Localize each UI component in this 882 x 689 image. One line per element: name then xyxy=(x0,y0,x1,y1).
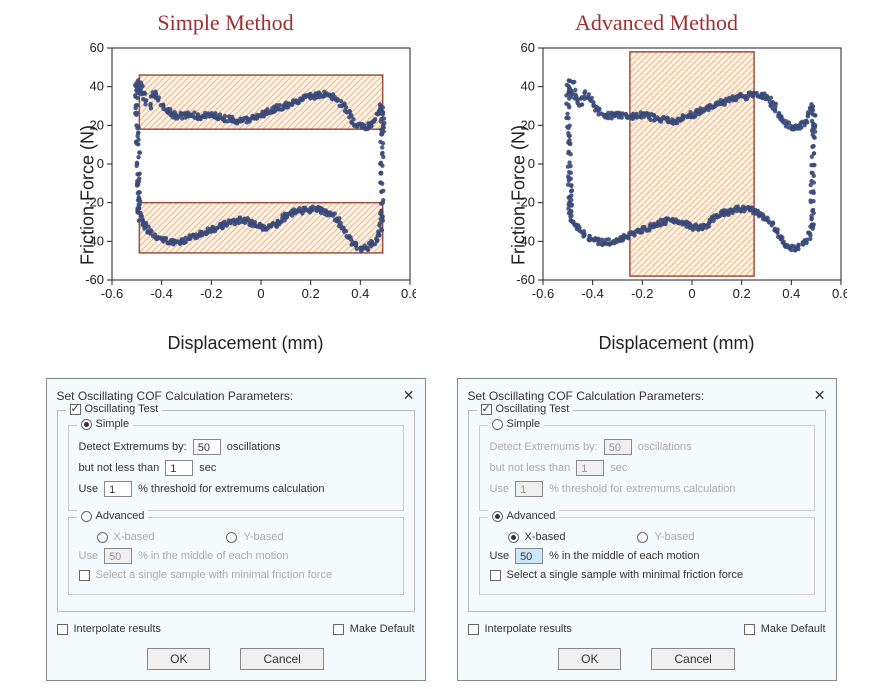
left-panel: Simple Method Friction Force (N) Displac… xyxy=(20,10,431,350)
svg-text:-0.6: -0.6 xyxy=(531,286,553,301)
single-sample-checkbox[interactable] xyxy=(490,570,501,581)
makedefault-checkbox[interactable] xyxy=(744,624,755,635)
interpolate-checkbox[interactable] xyxy=(468,624,479,635)
right-dialog: Set Oscillating COF Calculation Paramete… xyxy=(457,378,837,681)
svg-text:60: 60 xyxy=(520,40,534,55)
svg-text:60: 60 xyxy=(89,40,103,55)
oscillating-group: Oscillating Test Simple Detect Extremums… xyxy=(57,410,415,612)
ok-button[interactable]: OK xyxy=(558,648,621,670)
svg-text:0.4: 0.4 xyxy=(782,286,800,301)
xbased-radio[interactable] xyxy=(97,532,108,543)
middle-input[interactable]: 50 xyxy=(515,548,543,564)
svg-text:-0.4: -0.4 xyxy=(581,286,603,301)
oscillating-checkbox[interactable] xyxy=(70,404,81,415)
svg-text:0.6: 0.6 xyxy=(400,286,415,301)
svg-text:20: 20 xyxy=(520,117,534,132)
svg-text:0.6: 0.6 xyxy=(831,286,846,301)
svg-text:-40: -40 xyxy=(516,233,535,248)
svg-text:-20: -20 xyxy=(85,195,104,210)
notless-input[interactable]: 1 xyxy=(165,460,193,476)
detect-input: 50 xyxy=(604,439,632,455)
dialog-title: Set Oscillating COF Calculation Paramete… xyxy=(57,389,294,403)
makedefault-checkbox[interactable] xyxy=(333,624,344,635)
xlabel: Displacement (mm) xyxy=(598,333,754,354)
svg-text:-0.6: -0.6 xyxy=(100,286,122,301)
right-chart: Friction Force (N) Displacement (mm) -0.… xyxy=(457,40,857,350)
svg-text:0.2: 0.2 xyxy=(732,286,750,301)
simple-radio[interactable] xyxy=(492,419,503,430)
svg-text:-40: -40 xyxy=(85,233,104,248)
ybased-radio[interactable] xyxy=(226,532,237,543)
svg-text:-0.2: -0.2 xyxy=(200,286,222,301)
ybased-radio[interactable] xyxy=(637,532,648,543)
single-sample-checkbox xyxy=(79,570,90,581)
detect-input[interactable]: 50 xyxy=(193,439,221,455)
middle-input: 50 xyxy=(104,548,132,564)
close-icon[interactable]: ✕ xyxy=(403,387,415,404)
simple-radio[interactable] xyxy=(81,419,92,430)
simple-subgroup: Simple Detect Extremums by: 50 oscillati… xyxy=(68,425,404,511)
advanced-subgroup: Advanced X-based Y-based Use 50 % in the… xyxy=(68,517,404,595)
svg-text:0.4: 0.4 xyxy=(351,286,369,301)
svg-text:0: 0 xyxy=(527,156,534,171)
right-panel: Advanced Method Friction Force (N) Displ… xyxy=(451,10,862,350)
svg-text:0: 0 xyxy=(257,286,264,301)
cancel-button[interactable]: Cancel xyxy=(240,648,323,670)
left-chart: Friction Force (N) Displacement (mm) -0.… xyxy=(26,40,426,350)
svg-text:-60: -60 xyxy=(85,272,104,287)
cancel-button[interactable]: Cancel xyxy=(651,648,734,670)
interpolate-checkbox[interactable] xyxy=(57,624,68,635)
advanced-subgroup: Advanced X-based Y-based Use 50 % in the… xyxy=(479,517,815,595)
left-title: Simple Method xyxy=(157,10,293,36)
svg-text:-20: -20 xyxy=(516,195,535,210)
svg-text:40: 40 xyxy=(89,79,103,94)
advanced-radio[interactable] xyxy=(81,511,92,522)
svg-text:0: 0 xyxy=(96,156,103,171)
left-dialog: Set Oscillating COF Calculation Paramete… xyxy=(46,378,426,681)
svg-text:-60: -60 xyxy=(516,272,535,287)
threshold-input: 1 xyxy=(515,481,543,497)
dialogs-row: Set Oscillating COF Calculation Paramete… xyxy=(0,370,882,689)
advanced-radio[interactable] xyxy=(492,511,503,522)
xlabel: Displacement (mm) xyxy=(167,333,323,354)
svg-text:40: 40 xyxy=(520,79,534,94)
right-title: Advanced Method xyxy=(575,10,738,36)
close-icon[interactable]: ✕ xyxy=(814,387,826,404)
xbased-radio[interactable] xyxy=(508,532,519,543)
charts-row: Simple Method Friction Force (N) Displac… xyxy=(0,0,882,360)
svg-text:0.2: 0.2 xyxy=(301,286,319,301)
notless-input: 1 xyxy=(576,460,604,476)
threshold-input[interactable]: 1 xyxy=(104,481,132,497)
ok-button[interactable]: OK xyxy=(147,648,210,670)
oscillating-group: Oscillating Test Simple Detect Extremums… xyxy=(468,410,826,612)
oscillating-checkbox[interactable] xyxy=(481,404,492,415)
svg-text:20: 20 xyxy=(89,117,103,132)
svg-text:0: 0 xyxy=(688,286,695,301)
dialog-title: Set Oscillating COF Calculation Paramete… xyxy=(468,389,705,403)
svg-text:-0.4: -0.4 xyxy=(150,286,172,301)
svg-text:-0.2: -0.2 xyxy=(631,286,653,301)
simple-subgroup: Simple Detect Extremums by: 50 oscillati… xyxy=(479,425,815,511)
